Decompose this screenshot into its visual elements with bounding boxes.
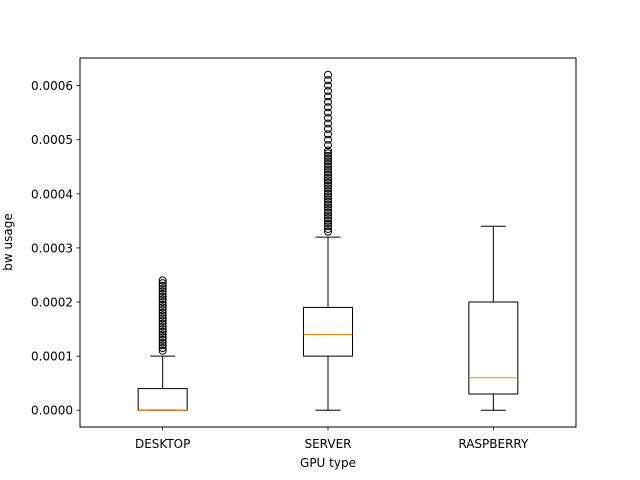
outlier-point (158, 314, 167, 323)
x-tick-label: SERVER (304, 437, 351, 451)
outlier-point (324, 206, 332, 215)
outlier-point (324, 170, 332, 179)
outlier-point (158, 298, 167, 307)
outlier-point (324, 76, 332, 85)
outlier-point (158, 338, 167, 347)
outlier-point (158, 289, 167, 298)
outlier-point (324, 173, 332, 182)
outlier-point (158, 295, 167, 304)
outlier-point (158, 284, 167, 293)
y-tick-label: 0.0004 (31, 187, 73, 201)
outlier-point (158, 346, 167, 355)
y-tick-label: 0.0003 (31, 241, 73, 255)
outlier-point (158, 333, 167, 342)
y-tick-label: 0.0002 (31, 296, 73, 310)
outlier-point (324, 160, 332, 169)
outlier-point (324, 203, 332, 212)
outlier-point (324, 211, 332, 220)
x-tick-label: DESKTOP (135, 437, 190, 451)
box-group-server (303, 70, 353, 411)
outlier-point (324, 103, 332, 112)
outlier-point (324, 227, 332, 236)
outlier-point (324, 178, 332, 187)
outlier-point (324, 70, 332, 79)
outlier-point (158, 279, 167, 288)
outlier-point (158, 311, 167, 320)
outlier-point (324, 208, 332, 217)
outlier-point (324, 195, 332, 204)
outlier-point (324, 141, 332, 150)
outlier-point (158, 322, 167, 331)
outlier-point (324, 157, 332, 166)
outlier-point (158, 303, 167, 312)
outlier-point (324, 219, 332, 228)
outlier-point (324, 97, 332, 106)
outlier-point (158, 276, 167, 285)
x-axis-label: GPU type (300, 456, 356, 470)
outlier-point (324, 154, 332, 163)
outlier-point (324, 81, 332, 90)
outlier-point (324, 114, 332, 123)
outlier-point (324, 87, 332, 96)
outlier-point (324, 165, 332, 174)
outlier-point (158, 341, 167, 350)
box-group-raspberry (468, 225, 519, 411)
outlier-point (158, 308, 167, 317)
outlier-point (324, 197, 332, 206)
outlier-point (324, 108, 332, 117)
outlier-point (324, 130, 332, 139)
outlier-point (324, 214, 332, 223)
y-axis-label: bw usage (1, 213, 15, 270)
outlier-point (158, 306, 167, 315)
outlier-point (158, 319, 167, 328)
outlier-point (324, 189, 332, 198)
outlier-point (324, 224, 332, 233)
outlier-point (324, 222, 332, 231)
outlier-point (324, 187, 332, 196)
y-tick-label: 0.0005 (31, 133, 73, 147)
outlier-point (324, 216, 332, 225)
outlier-point (158, 300, 167, 309)
outlier-point (324, 124, 332, 133)
outlier-point (324, 146, 332, 155)
outlier-point (158, 316, 167, 325)
chart-marks (137, 70, 519, 411)
outlier-point (324, 181, 332, 190)
outlier-point (158, 344, 167, 353)
outlier-point (324, 92, 332, 101)
outlier-point (324, 151, 332, 160)
outlier-point (324, 162, 332, 171)
outlier-point (324, 184, 332, 193)
outlier-point (324, 149, 332, 158)
x-axis: DESKTOP SERVER RASPBERRY (135, 427, 529, 451)
outlier-point (324, 176, 332, 185)
x-tick-label: RASPBERRY (458, 437, 529, 451)
outlier-point (158, 335, 167, 344)
y-tick-label: 0.0000 (31, 404, 73, 418)
outlier-point (158, 287, 167, 296)
outlier-point (324, 135, 332, 144)
outlier-point (324, 192, 332, 201)
outlier-point (324, 168, 332, 177)
y-axis: 0.0000 0.0001 0.0002 0.0003 0.0004 0.0005 0.00… (31, 79, 80, 418)
outlier-point (158, 281, 167, 290)
outlier-point (158, 327, 167, 336)
y-tick-label: 0.0006 (31, 79, 73, 93)
box-group-desktop (137, 276, 188, 411)
outlier-point (158, 292, 167, 301)
outlier-point (158, 325, 167, 334)
outlier-point (324, 200, 332, 209)
outlier-point (324, 119, 332, 128)
y-tick-label: 0.0001 (31, 350, 73, 364)
outlier-point (158, 330, 167, 339)
box-iqr (468, 301, 519, 395)
box-iqr (303, 306, 353, 357)
